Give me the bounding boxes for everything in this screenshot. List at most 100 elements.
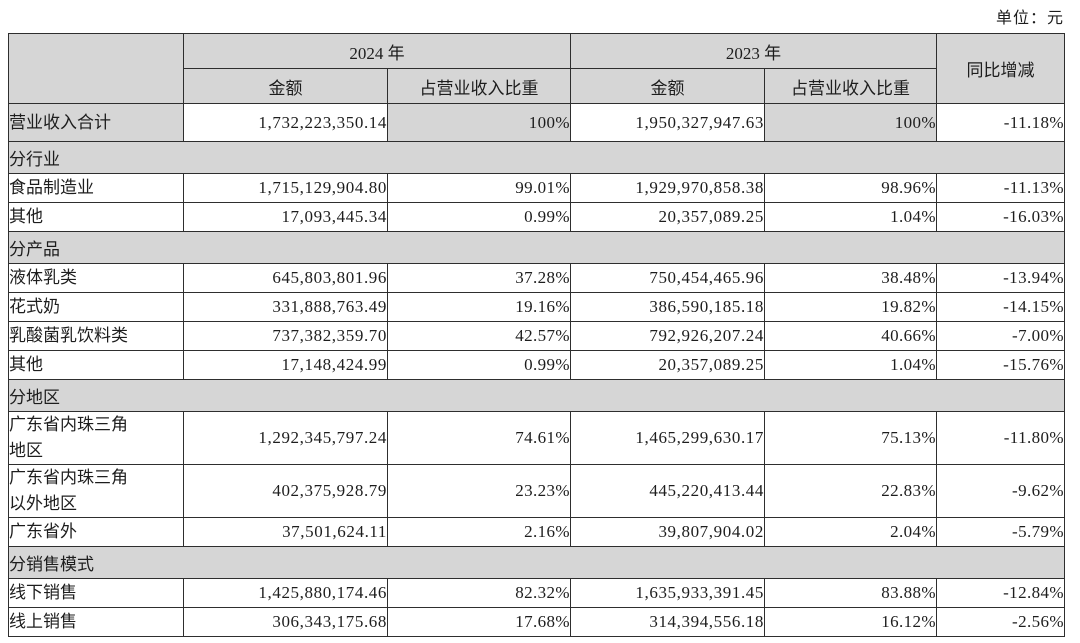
table-row: 线下销售 1,425,880,174.46 82.32% 1,635,933,391.…	[8, 578, 1065, 608]
section-row: 分行业	[8, 141, 1065, 174]
amount-2024: 1,425,880,174.46	[183, 578, 388, 608]
yoy-change: -9.62%	[936, 464, 1065, 518]
header-ratio-2024: 占营业收入比重	[387, 68, 571, 104]
amount-2023: 1,950,327,947.63	[570, 103, 765, 142]
header-amount-2024: 金额	[183, 68, 388, 104]
ratio-2023: 83.88%	[764, 578, 937, 608]
table-row: 线上销售 306,343,175.68 17.68% 314,394,556.18 16…	[8, 607, 1065, 637]
amount-2024: 1,715,129,904.80	[183, 173, 388, 203]
ratio-2024: 0.99%	[387, 202, 571, 232]
amount-2024: 1,732,223,350.14	[183, 103, 388, 142]
amount-2024: 17,093,445.34	[183, 202, 388, 232]
yoy-change: -7.00%	[936, 321, 1065, 351]
ratio-2024: 74.61%	[387, 411, 571, 465]
ratio-2023: 98.96%	[764, 173, 937, 203]
row-label: 液体乳类	[8, 263, 184, 293]
ratio-2024: 100%	[387, 103, 571, 142]
section-label: 分销售模式	[8, 546, 1065, 579]
amount-2024: 737,382,359.70	[183, 321, 388, 351]
ratio-2023: 40.66%	[764, 321, 937, 351]
section-label: 分地区	[8, 379, 1065, 412]
header-row-metrics: 金额 占营业收入比重 金额 占营业收入比重	[9, 68, 1065, 104]
yoy-change: -15.76%	[936, 350, 1065, 380]
section-label: 分行业	[8, 141, 1065, 174]
yoy-change: -5.79%	[936, 517, 1065, 547]
table-row: 广东省外 37,501,624.11 2.16% 39,807,904.02 2.04%…	[8, 517, 1065, 547]
row-label: 花式奶	[8, 292, 184, 322]
ratio-2023: 1.04%	[764, 350, 937, 380]
ratio-2023: 2.04%	[764, 517, 937, 547]
header-yoy: 同比增减	[936, 33, 1065, 104]
table-row: 液体乳类 645,803,801.96 37.28% 750,454,465.96 38…	[8, 263, 1065, 293]
ratio-2024: 17.68%	[387, 607, 571, 637]
table-row: 食品制造业 1,715,129,904.80 99.01% 1,929,970,858…	[8, 173, 1065, 203]
amount-2023: 20,357,089.25	[570, 350, 765, 380]
yoy-change: -11.18%	[936, 103, 1065, 142]
table-row: 花式奶 331,888,763.49 19.16% 386,590,185.18 19.…	[8, 292, 1065, 322]
header-2024: 2024 年	[183, 33, 571, 69]
yoy-change: -14.15%	[936, 292, 1065, 322]
row-label: 乳酸菌乳饮料类	[8, 321, 184, 351]
section-label: 分产品	[8, 231, 1065, 264]
amount-2023: 1,465,299,630.17	[570, 411, 765, 465]
yoy-change: -16.03%	[936, 202, 1065, 232]
amount-2024: 1,292,345,797.24	[183, 411, 388, 465]
ratio-2023: 22.83%	[764, 464, 937, 518]
amount-2023: 314,394,556.18	[570, 607, 765, 637]
amount-2024: 17,148,424.99	[183, 350, 388, 380]
ratio-2024: 99.01%	[387, 173, 571, 203]
ratio-2024: 37.28%	[387, 263, 571, 293]
ratio-2024: 2.16%	[387, 517, 571, 547]
revenue-breakdown-table: 2024 年 2023 年 同比增减 金额 占营业收入比重 金额 占营业收入比重…	[8, 33, 1065, 637]
table-row: 其他 17,148,424.99 0.99% 20,357,089.25 1.04% -1…	[8, 350, 1065, 380]
ratio-2023: 38.48%	[764, 263, 937, 293]
amount-2024: 645,803,801.96	[183, 263, 388, 293]
header-ratio-2023: 占营业收入比重	[764, 68, 937, 104]
row-label: 其他	[8, 350, 184, 380]
section-row: 分地区	[8, 379, 1065, 412]
table-row: 广东省内珠三角 地区 1,292,345,797.24 74.61% 1,465,29…	[8, 411, 1065, 465]
yoy-change: -2.56%	[936, 607, 1065, 637]
ratio-2024: 42.57%	[387, 321, 571, 351]
yoy-change: -12.84%	[936, 578, 1065, 608]
ratio-2024: 0.99%	[387, 350, 571, 380]
ratio-2023: 75.13%	[764, 411, 937, 465]
row-label: 广东省外	[8, 517, 184, 547]
yoy-change: -11.13%	[936, 173, 1065, 203]
header-2023: 2023 年	[570, 33, 937, 69]
header-amount-2023: 金额	[570, 68, 765, 104]
ratio-2024: 23.23%	[387, 464, 571, 518]
row-label: 线上销售	[8, 607, 184, 637]
ratio-2023: 100%	[764, 103, 937, 142]
amount-2023: 1,929,970,858.38	[570, 173, 765, 203]
ratio-2023: 1.04%	[764, 202, 937, 232]
amount-2024: 402,375,928.79	[183, 464, 388, 518]
amount-2023: 792,926,207.24	[570, 321, 765, 351]
row-label: 营业收入合计	[8, 103, 184, 142]
corner-cell	[8, 33, 184, 104]
row-label: 线下销售	[8, 578, 184, 608]
yoy-change: -13.94%	[936, 263, 1065, 293]
amount-2023: 386,590,185.18	[570, 292, 765, 322]
row-label: 广东省内珠三角 以外地区	[8, 464, 184, 518]
amount-2024: 306,343,175.68	[183, 607, 388, 637]
header-row-years: 2024 年 2023 年 同比增减	[8, 33, 1065, 104]
amount-2023: 445,220,413.44	[570, 464, 765, 518]
ratio-2024: 82.32%	[387, 578, 571, 608]
table-row: 广东省内珠三角 以外地区 402,375,928.79 23.23% 445,220,…	[8, 464, 1065, 518]
row-label: 广东省内珠三角 地区	[8, 411, 184, 465]
amount-2024: 37,501,624.11	[183, 517, 388, 547]
row-label: 食品制造业	[8, 173, 184, 203]
section-row: 分产品	[8, 231, 1065, 264]
yoy-change: -11.80%	[936, 411, 1065, 465]
ratio-2023: 16.12%	[764, 607, 937, 637]
table-row: 营业收入合计 1,732,223,350.14 100% 1,950,327,947.…	[8, 103, 1065, 142]
ratio-2024: 19.16%	[387, 292, 571, 322]
table-row: 乳酸菌乳饮料类 737,382,359.70 42.57% 792,926,207.2…	[8, 321, 1065, 351]
amount-2023: 20,357,089.25	[570, 202, 765, 232]
amount-2023: 1,635,933,391.45	[570, 578, 765, 608]
amount-2023: 750,454,465.96	[570, 263, 765, 293]
unit-label: 单位：元	[995, 10, 1064, 27]
ratio-2023: 19.82%	[764, 292, 937, 322]
row-label: 其他	[8, 202, 184, 232]
